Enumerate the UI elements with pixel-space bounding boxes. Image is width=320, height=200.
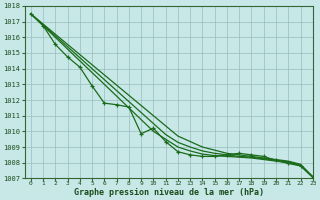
X-axis label: Graphe pression niveau de la mer (hPa): Graphe pression niveau de la mer (hPa) — [74, 188, 264, 197]
